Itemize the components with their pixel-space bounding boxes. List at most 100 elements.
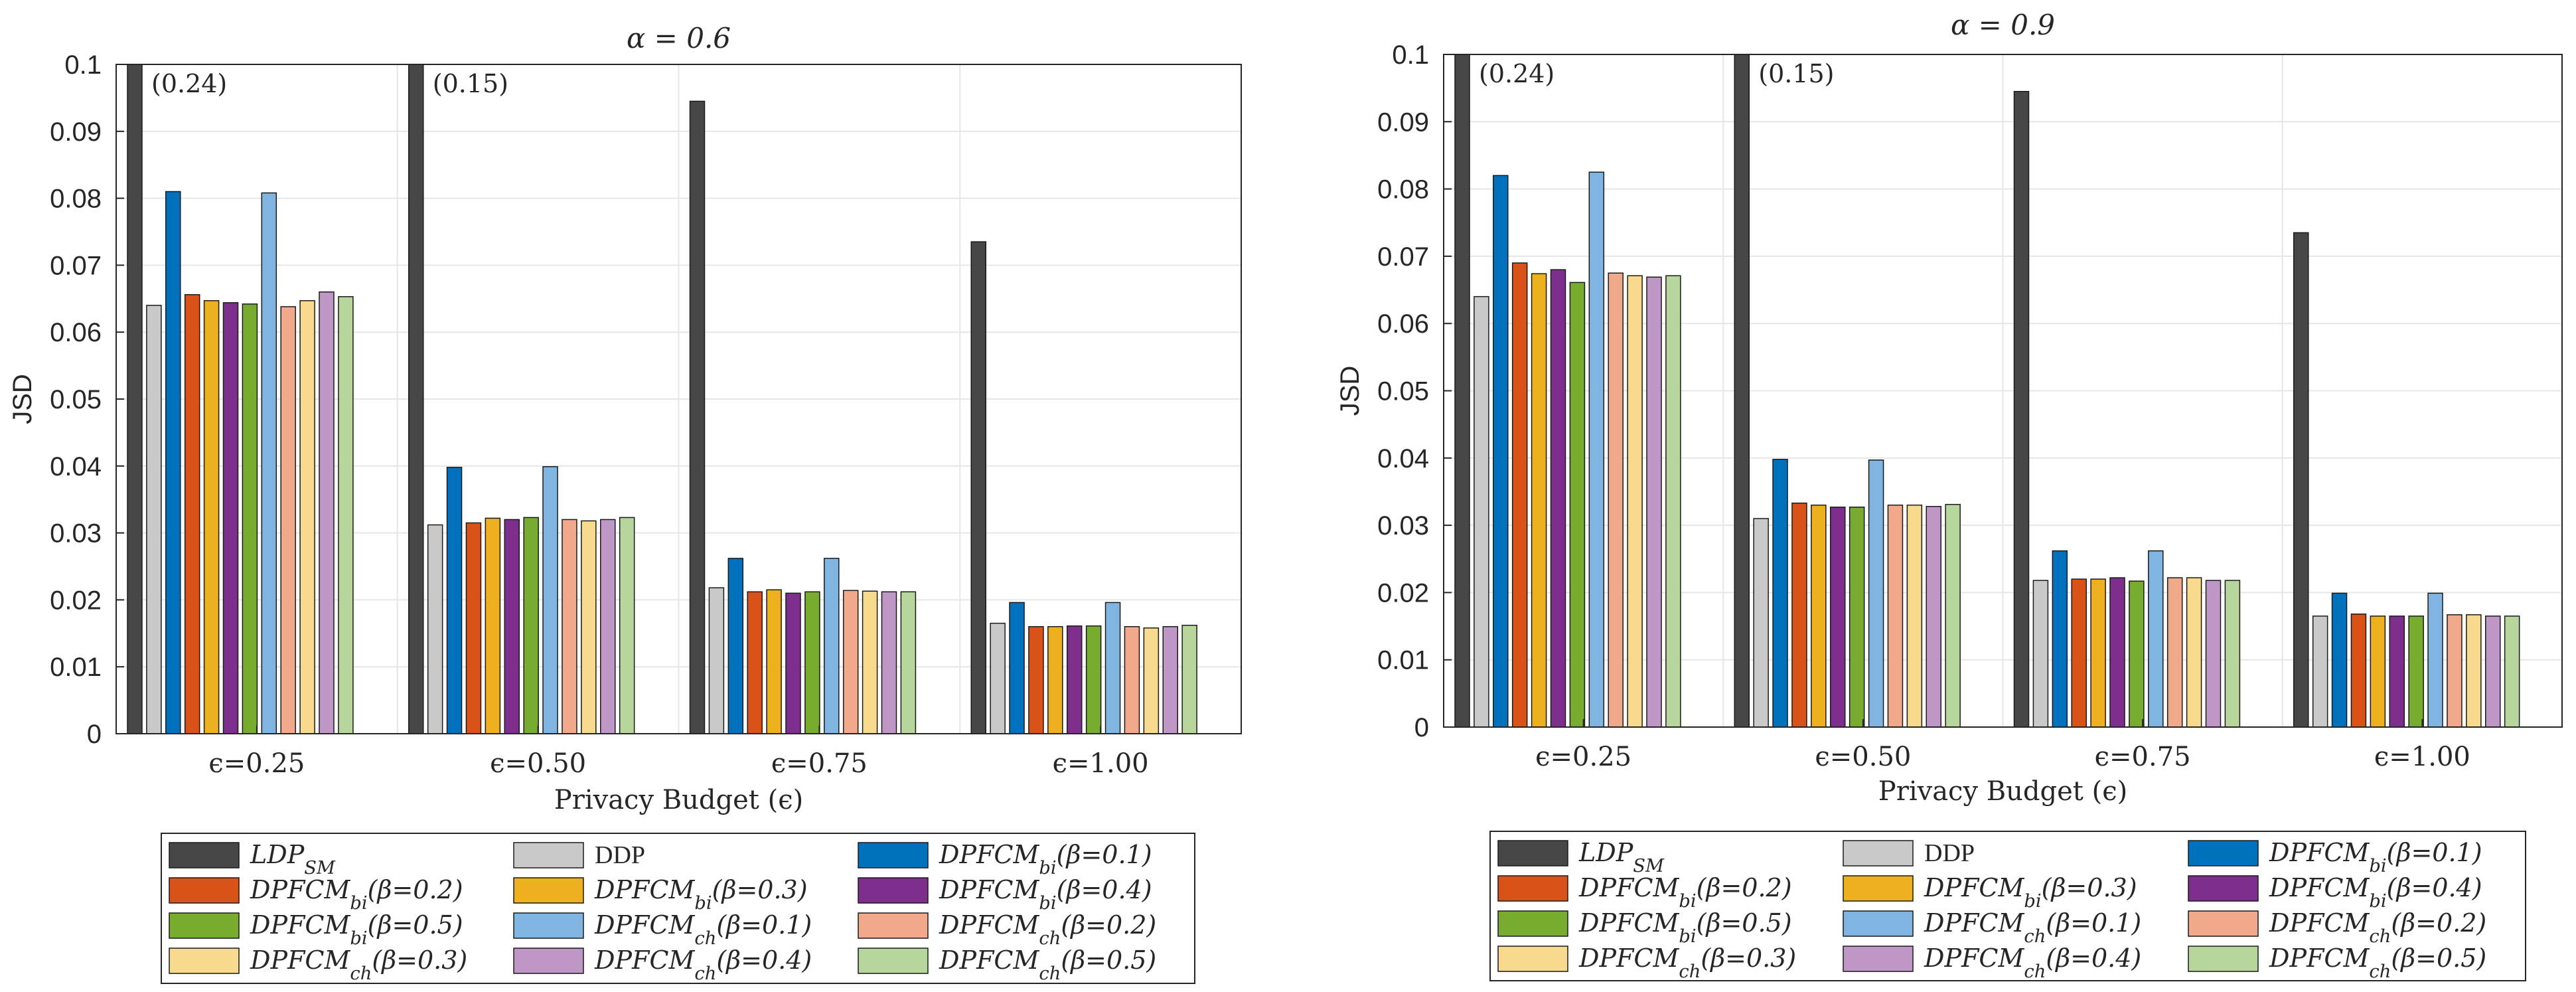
bar-dpfcm-ch-0-2-1	[280, 306, 296, 734]
bar-dpfcm-ch-0-2-2	[562, 519, 577, 734]
legend-label: DDP	[595, 841, 645, 869]
legend-label-subscript: SM	[304, 858, 336, 878]
legend-label: DPFCMch(β=0.3)	[250, 946, 467, 984]
bar-dpfcm-ch-0-1-3	[2148, 550, 2164, 728]
y-tick-label: 0.05	[50, 385, 102, 414]
bar-annotation: (0.15)	[433, 69, 508, 98]
legend-label-params: (β=0.2)	[368, 875, 463, 904]
legend-label: DPFCMbi(β=0.1)	[2269, 838, 2482, 876]
legend-label-subscript: bi	[1679, 926, 1696, 947]
legend-swatch	[1843, 946, 1914, 972]
bar-dpfcm-bi-0-2-4	[2350, 614, 2367, 728]
legend-label-base: DPFCM	[2269, 873, 2370, 902]
legend-label: DPFCMch(β=0.1)	[594, 910, 812, 949]
chart-panel-2: 0 0.01 0.02 0.03 0.04 0.05 0.06 0.07 0.08 0.09 0.1…	[1335, 9, 2563, 982]
legend-label-params: (β=0.5)	[2391, 944, 2486, 973]
legend-swatch	[1497, 875, 1568, 902]
legend-label-subscript: ch	[350, 963, 372, 984]
legend-label: DPFCMch(β=0.1)	[1924, 908, 2141, 947]
legend-label-params: (β=0.5)	[1697, 908, 1792, 938]
bar-dpfcm-bi-0-5-2	[1849, 506, 1865, 728]
legend-label-base: DPFCM	[594, 875, 695, 904]
legend-label-base: DPFCM	[2269, 944, 2370, 973]
legend-label-base: DPFCM	[939, 875, 1039, 904]
chart-panel-1: 0 0.01 0.02 0.03 0.04 0.05 0.06 0.07 0.08 0.09 0.1…	[8, 22, 1242, 984]
legend-label-params: (β=0.1)	[2046, 908, 2141, 938]
y-tick-label: 0.06	[50, 318, 102, 347]
y-tick-label: 0	[87, 720, 102, 749]
legend-label: DPFCMch(β=0.5)	[939, 946, 1156, 984]
legend-label-base: LDP	[1578, 838, 1634, 867]
bar-dpfcm-ch-0-3-2	[581, 520, 597, 734]
bar-dpfcm-bi-0-5-1	[1569, 282, 1586, 728]
legend-label-params: (β=0.1)	[2387, 838, 2482, 867]
legend-label-base: DPFCM	[939, 946, 1039, 975]
y-tick-label: 0.06	[1377, 309, 1429, 339]
bar-dpfcm-ch-0-2-3	[842, 590, 859, 734]
legend-item-dpfcm-ch-0-4: DPFCMch(β=0.4)	[513, 946, 812, 984]
bar-ddp-4	[990, 622, 1006, 734]
legend-label: DPFCMch(β=0.4)	[1924, 944, 2141, 982]
bar-dpfcm-ch-0-4-3	[881, 591, 897, 734]
legend-item-dpfcm-ch-0-3: DPFCMch(β=0.3)	[169, 946, 467, 984]
bar-dpfcm-ch-0-3-2	[1906, 504, 1923, 728]
legend-item-ddp: DDP	[513, 841, 645, 869]
bar-dpfcm-bi-0-4-4	[1067, 625, 1083, 734]
bar-dpfcm-bi-0-2-3	[2071, 578, 2087, 728]
x-axis-label: Privacy Budget (ϵ)	[1878, 776, 2127, 807]
y-tick-label: 0.04	[50, 452, 102, 481]
bar-dpfcm-bi-0-4-1	[222, 302, 239, 734]
legend-swatch	[1497, 910, 1568, 937]
legend-label-subscript: SM	[1633, 856, 1665, 876]
bar-ddp-3	[2032, 580, 2049, 728]
bar-dpfcm-bi-0-2-1	[184, 294, 200, 734]
legend-label: DPFCMch(β=0.4)	[594, 946, 812, 984]
legend-label: DPFCMbi(β=0.5)	[250, 910, 463, 949]
bar-ddp-3	[708, 587, 725, 734]
y-tick-label: 0.08	[1377, 175, 1429, 205]
legend-label-params: (β=0.1)	[1057, 840, 1152, 869]
legend-swatch	[169, 912, 240, 939]
x-tick-label: ϵ=0.25	[1535, 742, 1631, 772]
legend-box	[161, 833, 1195, 984]
legend-label-subscript: bi	[1679, 891, 1696, 912]
legend-item-dpfcm-bi-0-1: DPFCMbi(β=0.1)	[858, 840, 1152, 878]
bar-dpfcm-bi-0-3-1	[203, 300, 220, 734]
y-tick-label: 0.01	[1377, 646, 1429, 675]
bar-dpfcm-bi-0-5-4	[1085, 625, 1102, 734]
bar-dpfcm-bi-0-2-1	[1511, 262, 1528, 728]
legend-label-subscript: ch	[2024, 926, 2046, 947]
y-tick-label: 0.01	[50, 653, 102, 682]
legend-label: DPFCMbi(β=0.3)	[594, 875, 808, 914]
bar-dpfcm-ch-0-2-4	[1124, 625, 1140, 734]
legend-label: DPFCMbi(β=0.3)	[1924, 873, 2137, 912]
legend-label-params: (β=0.2)	[1697, 873, 1792, 902]
legend-label: DPFCMch(β=0.2)	[2269, 908, 2486, 947]
legend-label-subscript: bi	[694, 893, 712, 914]
bar-dpfcm-ch-0-4-2	[1926, 505, 1941, 728]
bar-ldp-sm-4	[2293, 232, 2309, 728]
legend-swatch	[858, 948, 929, 974]
bar-dpfcm-ch-0-2-1	[1608, 272, 1624, 728]
bar-dpfcm-ch-0-3-1	[1627, 275, 1643, 728]
legend-label: DPFCMbi(β=0.4)	[2269, 873, 2482, 912]
legend-label-base: DPFCM	[250, 910, 350, 940]
legend-label-base: DPFCM	[2269, 838, 2370, 867]
legend-swatch	[513, 912, 584, 939]
legend-label-params: (β=0.2)	[2391, 908, 2486, 938]
x-tick-label: ϵ=1.00	[2374, 742, 2470, 772]
bar-dpfcm-ch-0-3-4	[1143, 627, 1160, 734]
bar-dpfcm-bi-0-5-3	[804, 591, 820, 734]
bar-annotation: (0.24)	[1479, 59, 1554, 88]
legend-label-base: DPFCM	[1924, 908, 2024, 938]
y-tick-label: 0.09	[50, 118, 102, 147]
legend-label-base: DPFCM	[594, 946, 695, 975]
bar-dpfcm-bi-0-2-2	[1791, 502, 1807, 728]
legend-swatch	[1497, 946, 1568, 972]
y-tick-label: 0.09	[1377, 108, 1429, 137]
y-tick-label: 0.05	[1377, 377, 1429, 406]
legend-swatch	[2188, 910, 2259, 937]
legend: LDPSM DDP DPFCMbi(β=0.1)DPFCMbi(β=0.2) DPFC…	[1489, 831, 2526, 982]
legend-item-dpfcm-bi-0-3: DPFCMbi(β=0.3)	[1843, 873, 2137, 912]
